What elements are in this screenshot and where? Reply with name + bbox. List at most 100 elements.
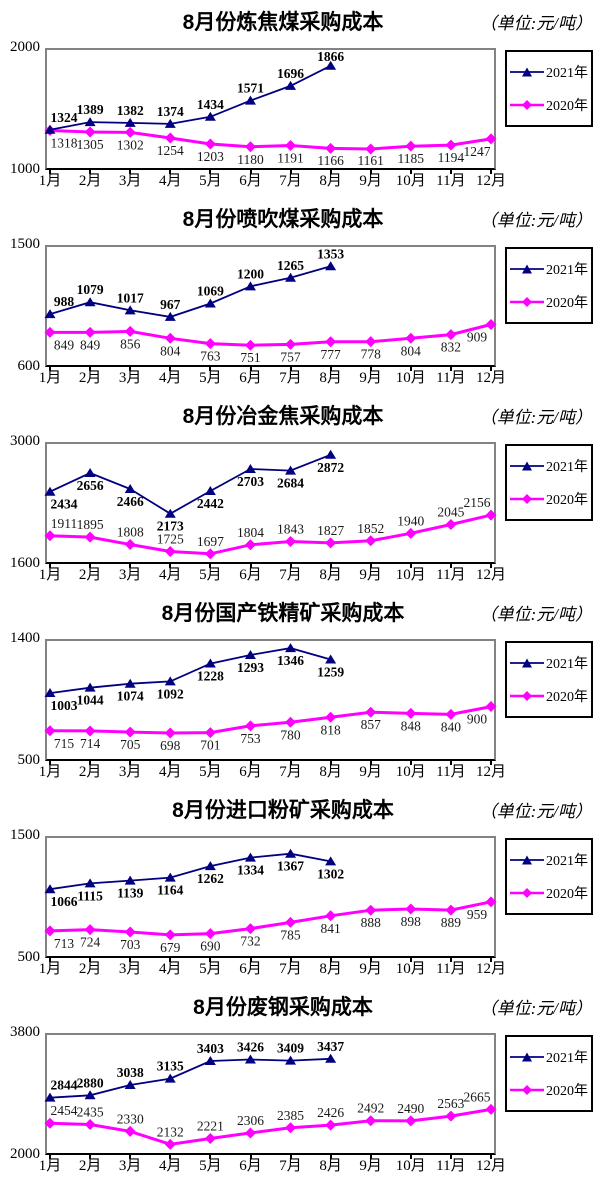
legend-label-2021: 2021年 xyxy=(546,853,588,869)
x-axis-label: 10月 xyxy=(395,1158,426,1174)
x-axis-label: 3月 xyxy=(118,764,142,780)
data-point-label: 3038 xyxy=(117,1065,144,1080)
legend-label-2020: 2020年 xyxy=(546,887,588,903)
legend-item-2021: 2021年 xyxy=(510,1047,591,1067)
triangle-marker-icon xyxy=(244,1054,256,1064)
data-point-label: 888 xyxy=(361,915,382,930)
axis-tick xyxy=(289,170,292,174)
axis-tick xyxy=(329,367,332,371)
data-point-label: 1044 xyxy=(77,693,104,708)
data-point-label: 701 xyxy=(200,738,220,753)
chart-unit-label: （单位:元/吨） xyxy=(479,14,592,33)
data-point-label: 1305 xyxy=(77,137,104,152)
triangle-marker-icon xyxy=(325,261,337,271)
axis-tick xyxy=(490,367,492,371)
x-axis-label: 3月 xyxy=(118,370,142,386)
legend-item-2020: 2020年 xyxy=(510,95,591,115)
triangle-legend-marker-icon xyxy=(510,461,544,471)
triangle-icon xyxy=(522,658,532,668)
data-point-label: 1318 xyxy=(51,136,78,151)
plot-area: 2454 2435 2330 2132 2221 2306 2385 2426 2492 2490… xyxy=(44,1033,497,1155)
triangle-marker-icon xyxy=(204,486,216,496)
x-axis-label: 10月 xyxy=(395,961,426,977)
x-axis-label: 9月 xyxy=(359,764,382,780)
diamond-marker-icon xyxy=(124,538,136,550)
x-axis-label: 9月 xyxy=(359,370,382,386)
x-axis-label: 2月 xyxy=(78,764,102,780)
data-point-label: 1180 xyxy=(237,152,264,167)
data-point-label: 3135 xyxy=(157,1059,184,1074)
axis-tick xyxy=(449,761,452,765)
data-point-label: 715 xyxy=(54,736,75,751)
triangle-marker-icon xyxy=(164,872,176,882)
axis-tick xyxy=(209,958,212,962)
x-axis-label: 7月 xyxy=(279,961,302,977)
data-point-label: 2665 xyxy=(464,1089,491,1104)
diamond-marker-icon xyxy=(44,530,56,542)
data-point-label: 3426 xyxy=(237,1040,264,1055)
triangle-marker-icon xyxy=(44,1092,56,1102)
data-point-label: 959 xyxy=(467,907,488,922)
data-point-label: 818 xyxy=(320,722,341,737)
data-point-label: 909 xyxy=(467,330,488,345)
diamond-marker-icon xyxy=(325,711,337,723)
axis-tick xyxy=(129,367,132,371)
axis-tick xyxy=(129,170,132,174)
axis-tick xyxy=(89,170,92,174)
data-point-label: 1334 xyxy=(237,863,264,878)
triangle-marker-icon xyxy=(204,861,216,871)
triangle-marker-icon xyxy=(84,117,96,127)
data-point-label: 849 xyxy=(54,337,75,352)
data-point-label: 2466 xyxy=(117,494,144,509)
x-axis-label: 4月 xyxy=(159,1158,182,1174)
y-axis-min-label: 500 xyxy=(17,949,41,965)
x-axis-label: 3月 xyxy=(118,961,142,977)
triangle-marker-icon xyxy=(164,1073,176,1083)
data-point-labels: 849 849 856 804 763 751 757 777 778 804 8329099881… xyxy=(54,246,488,365)
diamond-marker-icon xyxy=(124,325,136,337)
diamond-marker-icon xyxy=(405,903,417,915)
data-point-label: 848 xyxy=(401,718,422,733)
diamond-icon xyxy=(522,1085,532,1096)
triangle-marker-icon xyxy=(164,311,176,321)
chart-title: 8月份冶金焦采购成本 xyxy=(182,405,384,428)
triangle-marker-icon xyxy=(44,884,56,894)
data-point-label: 1265 xyxy=(277,258,304,273)
legend-item-2021: 2021年 xyxy=(510,456,591,476)
x-axis-label: 6月 xyxy=(239,567,262,583)
x-axis-label: 6月 xyxy=(239,173,262,189)
data-point-label: 1940 xyxy=(397,513,424,528)
diamond-marker-icon xyxy=(204,1133,216,1145)
triangle-marker-icon xyxy=(84,467,96,477)
x-axis-label: 1月 xyxy=(38,567,62,583)
data-point-label: 889 xyxy=(441,915,462,930)
triangle-marker-icon xyxy=(325,449,337,459)
data-point-label: 785 xyxy=(280,927,301,942)
diamond-marker-icon xyxy=(44,725,56,737)
x-axis-label: 3月 xyxy=(118,1158,142,1174)
x-axis-label: 11月 xyxy=(436,370,466,386)
triangle-marker-icon xyxy=(244,852,256,862)
axis-tick xyxy=(209,367,212,371)
data-point-labels: 713 724 703 679 690 732 785 841 888 898 889 959 1066… xyxy=(51,859,488,955)
triangle-legend-marker-icon xyxy=(510,67,544,77)
axis-tick xyxy=(490,170,492,174)
diamond-marker-icon xyxy=(485,509,497,521)
data-point-label: 679 xyxy=(160,940,181,955)
diamond-marker-icon xyxy=(124,126,136,138)
triangle-marker-icon xyxy=(285,848,297,858)
chart-unit-label: （单位:元/吨） xyxy=(479,999,592,1018)
x-axis-label: 7月 xyxy=(279,764,302,780)
data-point-label: 1074 xyxy=(117,689,144,704)
data-point-label: 2454 xyxy=(51,1103,78,1118)
diamond-marker-icon xyxy=(285,139,297,151)
x-axis-label: 9月 xyxy=(359,961,382,977)
plot-area: 1911 1895 1808 1725 1697 1804 1843 1827 1852 1940… xyxy=(44,442,497,564)
triangle-marker-icon xyxy=(44,124,56,134)
diamond-legend-marker-icon xyxy=(510,297,544,308)
data-point-label: 2703 xyxy=(237,474,264,489)
data-point-label: 732 xyxy=(240,934,260,949)
legend-box: 2021年 2020年 xyxy=(505,444,593,521)
data-point-label: 2434 xyxy=(51,497,78,512)
triangle-marker-icon xyxy=(204,111,216,121)
